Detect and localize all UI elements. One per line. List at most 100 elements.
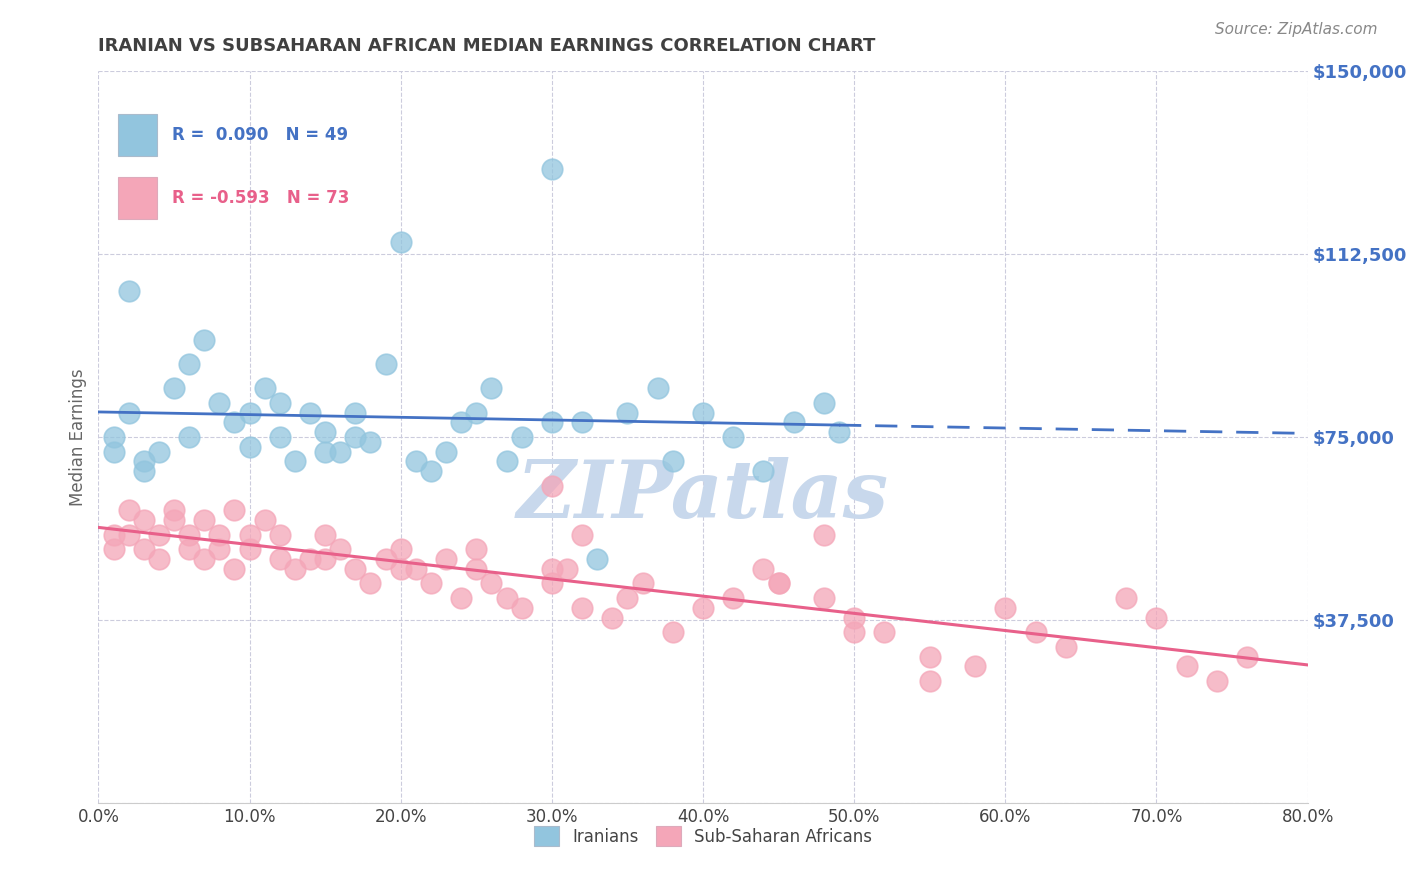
Point [389, 562, 412, 576]
Point [602, 610, 624, 624]
Point [965, 659, 987, 673]
Point [344, 562, 367, 576]
Point [813, 591, 835, 605]
Point [918, 673, 941, 688]
Point [329, 444, 352, 458]
Point [103, 430, 125, 444]
Point [269, 527, 291, 541]
Point [571, 416, 593, 430]
Point [555, 562, 578, 576]
Point [193, 552, 215, 566]
Point [661, 454, 683, 468]
Y-axis label: Median Earnings: Median Earnings [69, 368, 87, 506]
Point [163, 381, 186, 395]
Point [481, 381, 503, 395]
Point [723, 430, 745, 444]
Point [434, 552, 457, 566]
Point [299, 552, 322, 566]
Point [374, 552, 396, 566]
Point [828, 425, 851, 440]
Point [284, 454, 307, 468]
Point [253, 513, 276, 527]
Point [299, 406, 322, 420]
Point [420, 576, 443, 591]
Point [239, 542, 262, 557]
Point [132, 464, 155, 478]
Point [405, 562, 427, 576]
Point [239, 527, 262, 541]
Point [118, 527, 141, 541]
Point [1236, 649, 1258, 664]
Text: Source: ZipAtlas.com: Source: ZipAtlas.com [1215, 22, 1378, 37]
Point [314, 444, 336, 458]
Point [540, 416, 562, 430]
Point [692, 406, 714, 420]
Point [616, 591, 638, 605]
Point [360, 576, 382, 591]
Point [1024, 625, 1046, 640]
Point [148, 444, 170, 458]
Point [208, 396, 231, 410]
Point [389, 235, 412, 249]
Point [118, 503, 141, 517]
Point [1144, 610, 1167, 624]
Point [540, 562, 562, 576]
Point [179, 430, 201, 444]
Point [163, 503, 186, 517]
Point [405, 454, 427, 468]
Point [224, 416, 246, 430]
Point [752, 464, 775, 478]
Point [661, 625, 683, 640]
Point [495, 591, 517, 605]
Point [1115, 591, 1137, 605]
Point [450, 591, 472, 605]
Point [540, 161, 562, 176]
Point [224, 503, 246, 517]
Point [163, 513, 186, 527]
Point [723, 591, 745, 605]
Point [118, 406, 141, 420]
Point [208, 542, 231, 557]
Point [918, 649, 941, 664]
Point [132, 454, 155, 468]
Point [103, 444, 125, 458]
Point [844, 625, 866, 640]
Text: IRANIAN VS SUBSAHARAN AFRICAN MEDIAN EARNINGS CORRELATION CHART: IRANIAN VS SUBSAHARAN AFRICAN MEDIAN EAR… [98, 37, 876, 54]
Point [132, 513, 155, 527]
Point [873, 625, 896, 640]
Point [389, 542, 412, 557]
Point [465, 406, 488, 420]
Point [752, 562, 775, 576]
Point [314, 425, 336, 440]
Legend: Iranians, Sub-Saharan Africans: Iranians, Sub-Saharan Africans [527, 820, 879, 853]
Point [193, 333, 215, 347]
Point [844, 610, 866, 624]
Point [434, 444, 457, 458]
Point [647, 381, 669, 395]
Point [768, 576, 790, 591]
Point [495, 454, 517, 468]
Point [224, 562, 246, 576]
Point [132, 542, 155, 557]
Point [616, 406, 638, 420]
Point [1054, 640, 1077, 654]
Point [420, 464, 443, 478]
Point [314, 527, 336, 541]
Point [344, 430, 367, 444]
Point [208, 527, 231, 541]
Point [374, 357, 396, 371]
Point [148, 552, 170, 566]
Point [179, 357, 201, 371]
Point [360, 434, 382, 449]
Point [1206, 673, 1229, 688]
Point [239, 406, 262, 420]
Point [344, 406, 367, 420]
Point [253, 381, 276, 395]
Point [540, 479, 562, 493]
Point [239, 440, 262, 454]
Text: ZIPatlas: ZIPatlas [517, 457, 889, 534]
Point [269, 396, 291, 410]
Point [284, 562, 307, 576]
Point [768, 576, 790, 591]
Point [994, 600, 1017, 615]
